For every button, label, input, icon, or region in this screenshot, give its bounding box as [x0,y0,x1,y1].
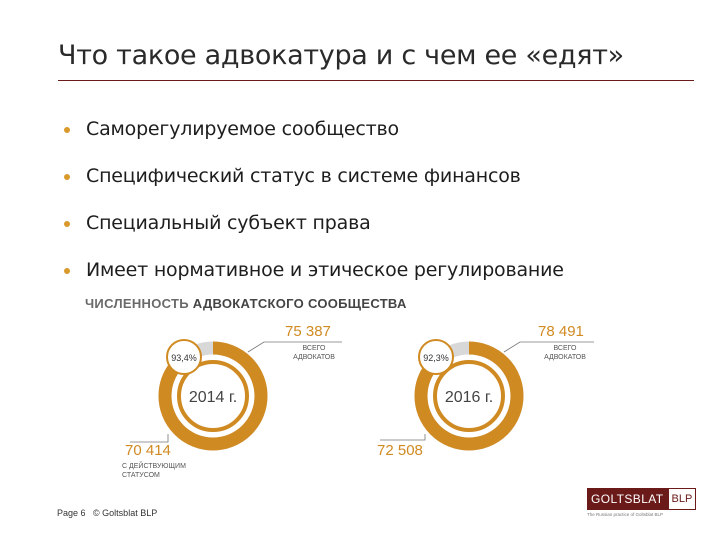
bullet-item: Саморегулируемое сообщество [62,118,564,165]
left-percent-bubble [166,339,202,375]
company-logo: GOLTSBLAT BLP [587,488,697,510]
left-donut-arc [158,341,268,451]
right-total-value: 78 491 [538,323,584,340]
bullet-dot-icon [64,174,70,180]
left-active-leader [130,434,169,443]
bullet-dot-icon [64,221,70,227]
logo-tagline: The Russian practice of Goltsblat BLP [587,512,664,517]
title-divider [58,80,694,81]
left-donut-inner [177,360,249,432]
bullet-item: Специфический статус в системе финансов [62,165,564,212]
bullet-dot-icon [64,268,70,274]
left-year-label: 2014 г. [189,389,237,406]
bullet-dot-icon [64,127,70,133]
footer: Page 6 © Goltsblat BLP [57,508,157,518]
right-year-label: 2016 г. [445,389,493,406]
right-donut-arc [414,341,524,451]
left-percent-label: 93,4% [171,353,197,363]
donut-charts: 2014 г. 93,4% 2016 г. 92,3% [130,339,594,451]
right-percent-bubble [418,339,454,375]
bullet-item: Имеет нормативное и этическое регулирова… [62,259,564,306]
logo-suffix-text: BLP [667,488,697,510]
left-total-value: 75 387 [285,323,331,340]
right-active-leader [380,434,426,441]
right-total-leader [503,341,594,353]
bullet-item: Специальный субъект права [62,212,564,259]
bullet-list: Саморегулируемое сообщество Специфически… [62,118,564,306]
right-percent-label: 92,3% [423,353,449,363]
infographic-heading: ЧИСЛЕННОСТЬ АДВОКАТСКОГО СООБЩЕСТВА [85,296,407,311]
copyright: © Goltsblat BLP [93,508,158,518]
right-total-caption: всего адвокатов [544,345,586,361]
right-donut-inner [433,360,505,432]
lawyer-count-infographic: ЧИСЛЕННОСТЬ АДВОКАТСКОГО СООБЩЕСТВА 2014… [80,296,600,496]
logo-main-text: GOLTSBLAT [587,488,668,510]
page-number: Page 6 [57,508,86,518]
left-total-caption: всего адвокатов [293,345,335,361]
slide-title: Что такое адвокатура и с чем ее «едят» [58,40,624,71]
left-active-value: 70 414 [125,442,171,459]
left-total-leader [247,341,342,353]
left-active-caption: с действующим статусом [122,463,186,479]
right-active-value: 72 508 [377,442,423,459]
